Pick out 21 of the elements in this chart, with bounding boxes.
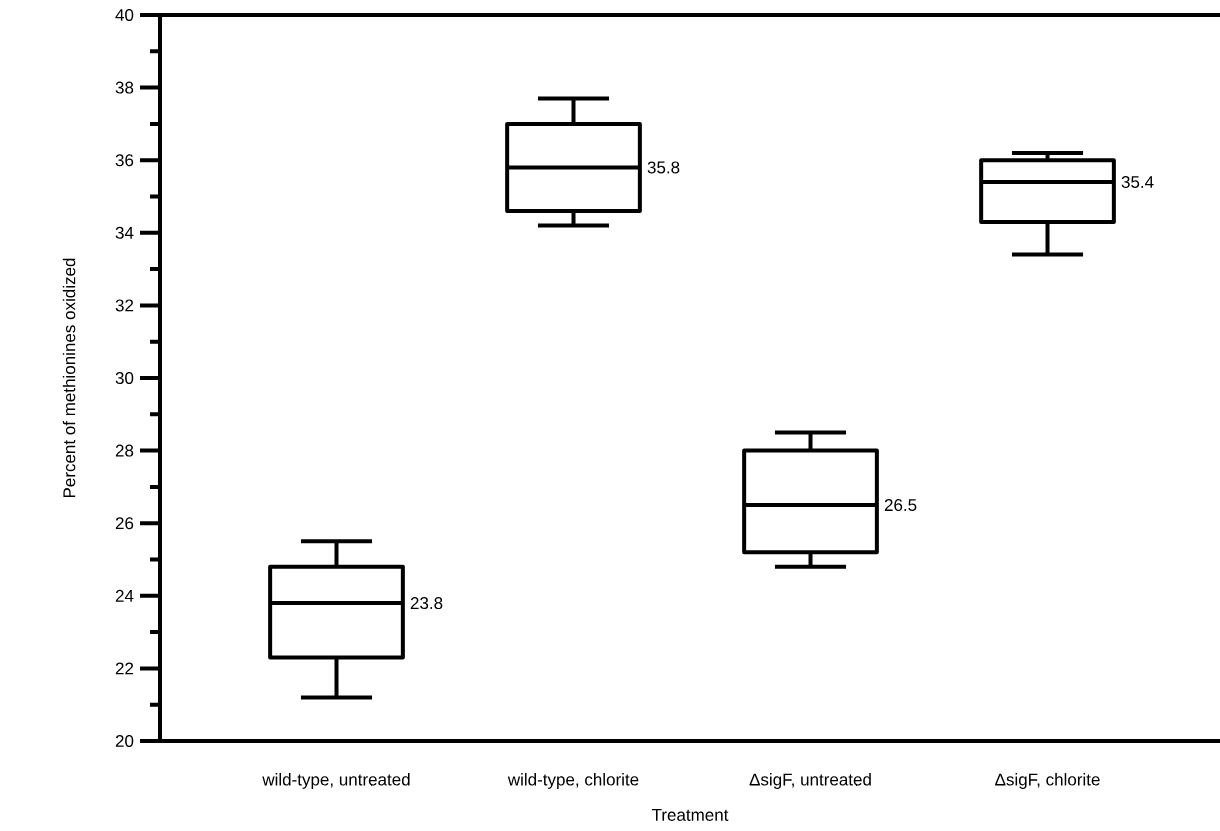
y-tick-label: 36 bbox=[115, 154, 134, 167]
y-tick-label: 28 bbox=[115, 444, 134, 457]
annotation: 23.8 bbox=[410, 597, 443, 610]
x-tick-label: wild-type, untreated bbox=[262, 773, 410, 789]
x-axis-title: Treatment bbox=[651, 809, 729, 821]
y-axis-title: Percent of methionines oxidized bbox=[62, 258, 76, 498]
x-tick-label: ΔsigF, chlorite bbox=[995, 773, 1100, 789]
y-tick-label: 26 bbox=[115, 517, 134, 530]
y-tick-label: 34 bbox=[115, 226, 134, 239]
annotation: 35.4 bbox=[1121, 175, 1154, 188]
y-tick-label: 32 bbox=[115, 299, 134, 312]
y-tick-label: 24 bbox=[115, 589, 134, 602]
annotation: 35.8 bbox=[647, 161, 680, 174]
x-tick-label: ΔsigF, untreated bbox=[749, 773, 871, 789]
y-tick-label: 38 bbox=[115, 81, 134, 94]
x-tick-label: wild-type, chlorite bbox=[507, 773, 639, 789]
y-tick-label: 30 bbox=[115, 371, 134, 385]
y-tick-label: 40 bbox=[115, 8, 134, 21]
y-tick-label: 20 bbox=[115, 734, 134, 748]
y-tick-label: 22 bbox=[115, 662, 134, 675]
annotation: 26.5 bbox=[884, 499, 917, 512]
